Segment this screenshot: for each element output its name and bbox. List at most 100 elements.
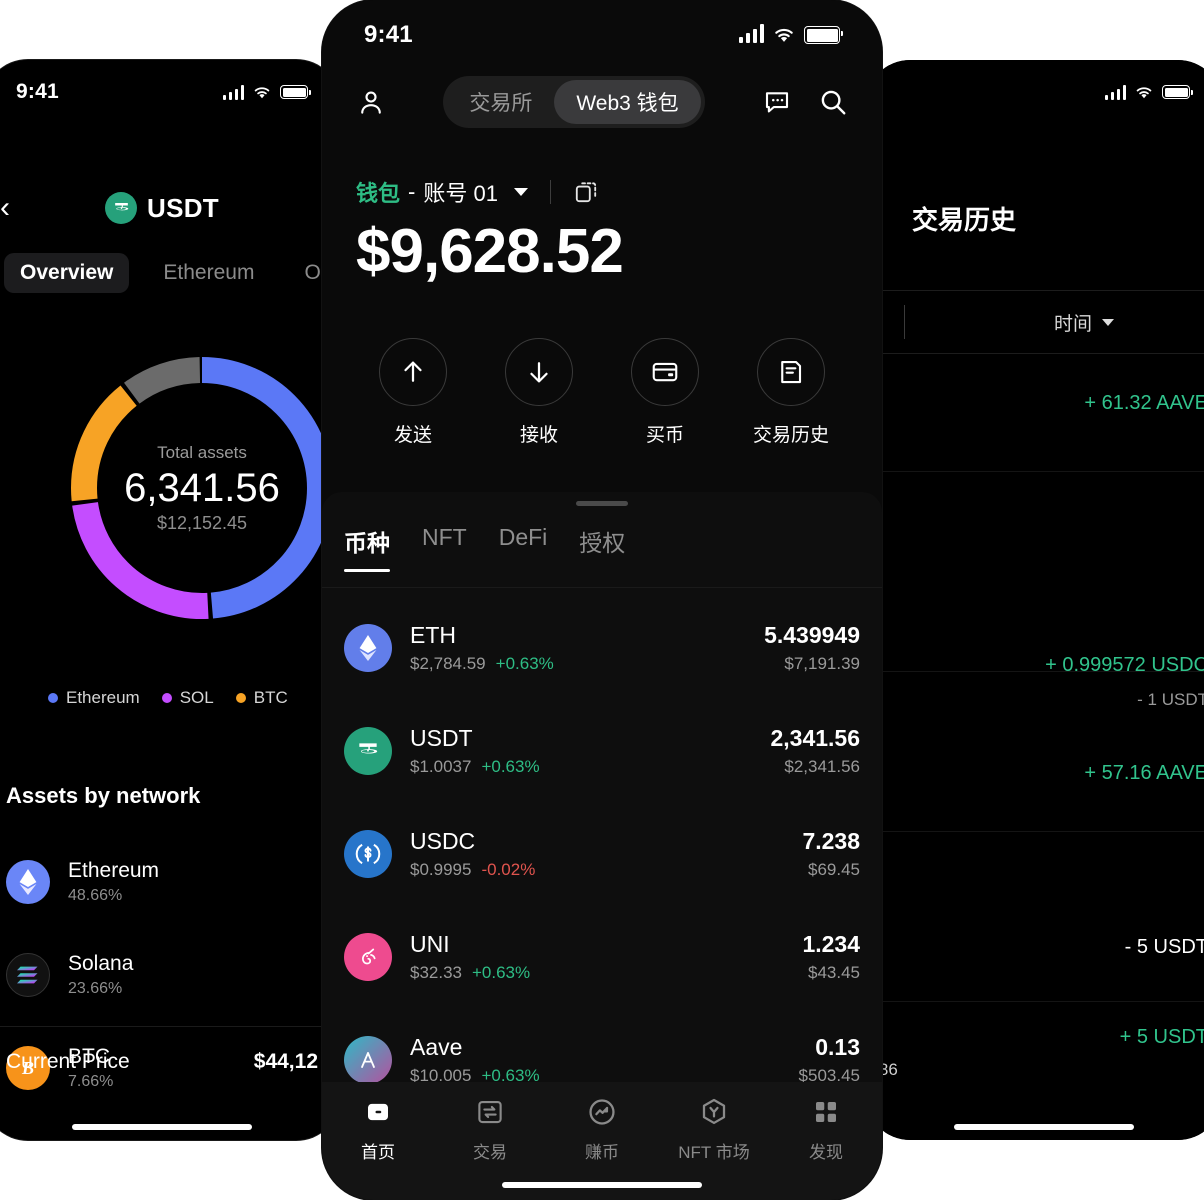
status-time: 9:41 [364, 21, 413, 48]
token-amounts: 2,341.56 $2,341.56 [770, 724, 860, 777]
action-receive[interactable]: 接收 [489, 338, 589, 447]
network-info-ethereum: Ethereum 48.66% [68, 858, 159, 904]
trend-glyph-icon [589, 1099, 615, 1125]
token-price: $2,784.59 [410, 653, 486, 673]
table-row[interactable]: + 5 USDT ba86 [866, 1002, 1204, 1140]
tab-discover[interactable]: 发现 [776, 1094, 876, 1163]
legend-item-ethereum: Ethereum [48, 688, 140, 708]
action-buy[interactable]: 买币 [615, 338, 715, 447]
home-icon [360, 1094, 396, 1130]
account-selector[interactable]: 钱包 - 账号 01 [356, 176, 599, 208]
tab-ethereum[interactable]: Ethereum [163, 261, 255, 284]
quick-actions: 发送 接收 买币 [322, 338, 882, 447]
action-send[interactable]: 发送 [363, 338, 463, 447]
tx-sub-amount: - 1 USDT [1137, 690, 1204, 709]
tab-nft[interactable]: NFT [422, 524, 467, 550]
token-symbol: Aave [410, 1034, 463, 1061]
token-price: $32.33 [410, 962, 462, 982]
chat-bubble-icon[interactable] [756, 81, 798, 123]
wallet-balance: $9,628.52 [356, 217, 624, 286]
token-quantity: 0.13 [815, 1034, 860, 1061]
network-row-ethereum[interactable]: Ethereum 48.66% [6, 835, 340, 928]
list-item[interactable]: USDC $0.9995 -0.02% 7.238 $69.45 [322, 802, 882, 905]
tab-earn[interactable]: 赚币 [552, 1094, 652, 1163]
action-label: 交易历史 [752, 425, 829, 446]
exchange-icon [472, 1094, 508, 1130]
token-value: $7,191.39 [784, 653, 860, 673]
ethereum-icon [344, 623, 392, 672]
left-status-bar: 9:41 [0, 60, 340, 124]
token-change: +0.63% [472, 962, 531, 982]
donut-legend: Ethereum SOL BTC [48, 688, 288, 708]
token-value: $2,341.56 [784, 756, 860, 776]
donut-svg [71, 357, 333, 619]
token-symbol: USDC [410, 828, 476, 855]
current-price-label: Current Price [6, 1049, 130, 1073]
token-info: Aave $10.005 +0.63% [410, 1033, 781, 1086]
token-quantity: 1.234 [802, 931, 860, 958]
tab-label: 首页 [361, 1143, 395, 1162]
tab-nft-market[interactable]: NFT 市场 [664, 1094, 764, 1163]
tab-approvals[interactable]: 授权 [579, 530, 626, 556]
list-item[interactable]: ETH $2,784.59 +0.63% 5.439949 $7,191.39 [322, 596, 882, 699]
tab-label: 发现 [809, 1143, 843, 1162]
tab-coins[interactable]: 币种 [344, 524, 390, 572]
legend-dot-sol [161, 693, 172, 703]
token-meta: $0.9995 -0.02% [410, 860, 784, 880]
action-label: 接收 [519, 425, 558, 446]
tab-trade[interactable]: 交易 [440, 1094, 540, 1163]
copy-icon[interactable] [573, 179, 599, 205]
network-name: Ethereum [68, 859, 160, 883]
donut-segment-sol [71, 357, 333, 619]
usdt-icon [105, 192, 137, 224]
filter-time[interactable]: 时间 [1054, 309, 1115, 336]
cellular-bars-icon [738, 23, 764, 43]
token-meta: $32.33 +0.63% [410, 963, 784, 983]
back-chevron-left-icon[interactable]: ‹ [0, 191, 10, 224]
table-row[interactable]: + 61.32 AAVE [866, 354, 1204, 472]
legend-label-sol: SOL [179, 688, 214, 707]
tab-defi[interactable]: DeFi [498, 524, 548, 550]
home-indicator [954, 1124, 1134, 1130]
tab-overview[interactable]: Overview [4, 253, 130, 293]
table-row[interactable]: C + 0.999572 USDC - 1 USDT [866, 472, 1204, 709]
status-icons [1104, 84, 1193, 100]
account-label: 账号 01 [423, 181, 498, 206]
home-indicator [502, 1182, 702, 1188]
table-row[interactable]: - 5 USDT 0a [866, 832, 1204, 1002]
bitcoin-glyph-icon: B [21, 1058, 34, 1078]
segment-exchange[interactable]: 交易所 [469, 92, 533, 115]
exchange-glyph-icon [478, 1100, 502, 1124]
status-time: 9:41 [16, 80, 59, 103]
tether-glyph-icon [359, 742, 378, 753]
list-item[interactable]: Aave $10.005 +0.63% 0.13 $503.45 [322, 1008, 882, 1111]
tab-other[interactable]: O [304, 261, 321, 284]
network-row-solana[interactable]: Solana 23.66% [6, 928, 340, 1021]
aave-icon [344, 1035, 392, 1084]
network-info-solana: Solana 23.66% [68, 951, 133, 997]
table-row[interactable]: + 57.16 AAVE [866, 672, 1204, 832]
list-item[interactable]: UNI $32.33 +0.63% 1.234 $43.45 [322, 905, 882, 1008]
tether-icon [344, 726, 392, 775]
network-row-btc[interactable]: B BTC 7.66% [6, 1021, 340, 1114]
network-percent: 7.66% [68, 1072, 114, 1090]
caret-down-icon [1102, 318, 1115, 326]
action-history[interactable]: 交易历史 [741, 338, 841, 447]
list-item[interactable]: USDT $1.0037 +0.63% 2,341.56 $2,341.56 [322, 699, 882, 802]
network-name: Solana [68, 952, 134, 976]
legend-item-sol: SOL [161, 688, 214, 708]
sheet-grabber[interactable] [576, 501, 628, 506]
wifi-icon [1136, 86, 1152, 98]
person-icon[interactable] [350, 81, 392, 123]
token-meta: $1.0037 +0.63% [410, 757, 752, 777]
right-filter-bar: ▼ 时间 [866, 290, 1204, 354]
right-phone-screen: 交易历史 ▼ 时间 + 61.32 AAVE C + 0.999572 USDC… [866, 60, 1204, 1140]
segment-web3-wallet[interactable]: Web3 钱包 [554, 80, 701, 124]
left-page-title: USDT [0, 192, 340, 224]
document-glyph-icon [781, 360, 802, 384]
search-icon[interactable] [812, 81, 854, 123]
tab-home[interactable]: 首页 [328, 1094, 428, 1163]
wallet-label: 钱包 [356, 181, 401, 206]
current-price-value: $44,12 [253, 1049, 318, 1073]
chevron-down-icon[interactable] [513, 188, 528, 196]
